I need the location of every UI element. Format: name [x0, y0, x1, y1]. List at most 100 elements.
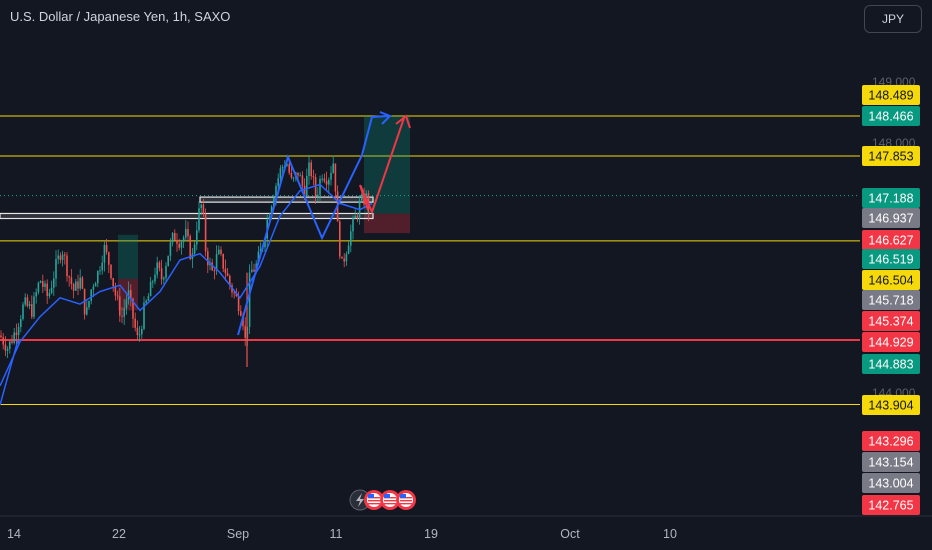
candle-body	[66, 255, 68, 277]
price-label-text: 143.004	[868, 477, 913, 491]
candle-body	[24, 297, 26, 305]
candle-body	[321, 178, 323, 180]
candle-body	[145, 300, 147, 303]
candle-body	[75, 281, 77, 291]
candle-body	[77, 281, 79, 289]
range-boxes	[0, 196, 374, 220]
loss-zone-1[interactable]	[364, 213, 410, 234]
price-label-badge	[862, 146, 920, 166]
candle-body	[350, 231, 352, 246]
candle-body	[176, 240, 178, 244]
price-label-badge	[862, 208, 920, 228]
candle-body	[13, 332, 15, 343]
price-label-badge	[862, 495, 920, 515]
candle-body	[220, 249, 222, 254]
candle-body	[125, 299, 128, 309]
blue-projection-path[interactable]	[237, 115, 389, 336]
candle-body	[152, 281, 154, 283]
candle-body	[33, 296, 35, 317]
candle-body	[281, 167, 284, 169]
time-tick-label: 19	[424, 527, 438, 541]
candle-body	[101, 262, 103, 271]
candle-body	[301, 175, 304, 186]
time-tick-label: 22	[112, 527, 126, 541]
candle-body	[317, 194, 319, 197]
candle-body	[154, 274, 156, 282]
price-label-badge	[862, 85, 920, 105]
candle-body	[92, 286, 95, 290]
range-box-1[interactable]	[0, 212, 374, 220]
candle-body	[352, 218, 354, 232]
candle-body	[160, 268, 163, 280]
candle-body	[31, 304, 33, 317]
candle-body	[59, 255, 62, 260]
candle-body	[303, 185, 306, 196]
candle-body	[127, 290, 130, 300]
flag-stripe-icon	[368, 503, 380, 505]
candle-body	[70, 277, 73, 284]
candle-body	[105, 244, 108, 253]
candle-body	[244, 326, 246, 338]
candle-body	[341, 256, 343, 259]
price-label-badge	[862, 311, 920, 331]
lightning-glyph-icon	[356, 493, 364, 507]
price-label-text: 146.504	[868, 274, 913, 288]
candle-body	[319, 178, 321, 195]
red-projection-path[interactable]	[359, 117, 405, 215]
flag-stripe-icon	[400, 500, 412, 502]
time-tick-label: Oct	[560, 527, 580, 541]
candle-body	[121, 315, 123, 317]
price-label-text: 146.519	[868, 253, 913, 267]
price-label-badge	[862, 188, 920, 208]
candle-body	[132, 298, 134, 319]
range-box-0[interactable]	[199, 196, 374, 203]
price-label-text: 147.188	[868, 192, 913, 206]
price-axis[interactable]: 149.000148.000144.000148.489148.466147.8…	[862, 75, 920, 515]
time-tick-label: Sep	[227, 527, 249, 541]
candle-body	[189, 236, 191, 259]
candle-body	[57, 255, 59, 259]
candle-body	[299, 175, 301, 177]
profit-zone-2[interactable]	[118, 234, 138, 279]
price-label-badge	[862, 354, 920, 374]
red-arrowhead-icon	[395, 114, 411, 129]
horizontal-levels	[0, 115, 860, 405]
candle-body	[53, 278, 55, 288]
candle-body	[171, 232, 174, 243]
flag-canton-icon	[400, 494, 406, 498]
candle-body	[198, 208, 200, 231]
candle-body	[264, 238, 266, 248]
candle-body	[204, 213, 207, 252]
price-label-text: 145.718	[868, 294, 913, 308]
candle-body	[288, 164, 290, 173]
chart-title: U.S. Dollar / Japanese Yen, 1h, SAXO	[10, 9, 231, 24]
candle-body	[39, 281, 42, 283]
candle-body	[2, 337, 4, 345]
price-label-text: 143.154	[868, 456, 913, 470]
price-label-text: 148.466	[868, 110, 913, 124]
candle-body	[15, 332, 18, 336]
flag-stripe-icon	[384, 503, 396, 505]
candle-body	[130, 290, 132, 299]
event-markers[interactable]	[349, 489, 416, 511]
candle-body	[185, 228, 187, 238]
candle-body	[343, 258, 345, 262]
time-axis[interactable]: 14 22 Sep 11 19 Oct 10	[0, 515, 932, 541]
candle-body	[167, 255, 169, 267]
candle-body	[180, 242, 183, 248]
candle-body	[103, 244, 106, 263]
price-label-text: 144.929	[868, 336, 913, 350]
candle-body	[290, 172, 293, 178]
candle-body	[215, 254, 218, 271]
candle-body	[68, 276, 70, 278]
currency-button[interactable]: JPY	[864, 5, 922, 33]
candle-body	[279, 168, 282, 179]
candle-body	[270, 206, 273, 217]
candle-body	[196, 230, 198, 245]
candle-body	[112, 278, 114, 287]
candle-body	[268, 216, 271, 220]
candle-body	[200, 204, 202, 209]
candle-body	[248, 272, 251, 327]
candle-body	[237, 296, 240, 312]
